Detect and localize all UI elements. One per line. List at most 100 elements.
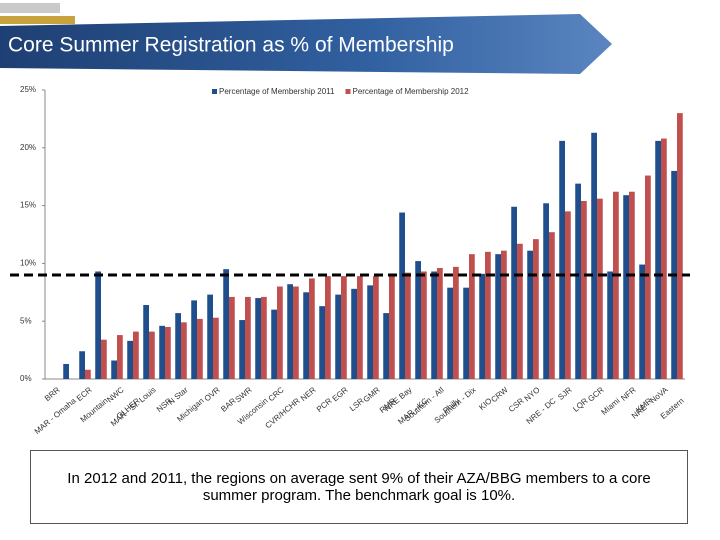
- y-tick-label: 20%: [20, 143, 36, 152]
- bar: [639, 264, 645, 379]
- x-tick-label: NYO: [523, 385, 542, 403]
- bar: [117, 335, 123, 379]
- bar: [277, 286, 283, 379]
- bar: [85, 369, 91, 379]
- bar: [575, 183, 581, 379]
- bar: [213, 317, 219, 379]
- x-tick-label: OVR: [203, 385, 222, 403]
- x-tick-label: PCR: [315, 396, 334, 414]
- bar: [325, 276, 331, 379]
- x-tick-label: MAR - Omaha: [33, 396, 78, 436]
- bar: [261, 296, 267, 379]
- bar: [661, 138, 667, 379]
- bar: [437, 268, 443, 379]
- bar: [191, 300, 197, 379]
- x-tick-label: GCR: [586, 385, 606, 403]
- bar: [101, 339, 107, 379]
- bar: [63, 363, 69, 379]
- tab: [0, 16, 75, 24]
- x-tick-label: N Star: [166, 385, 189, 407]
- y-tick-label: 10%: [20, 259, 36, 268]
- bar: [623, 195, 629, 379]
- y-tick-label: 0%: [20, 374, 32, 383]
- bar: [591, 132, 597, 379]
- bar: [495, 254, 501, 379]
- bar: [95, 271, 101, 379]
- bar: [255, 298, 261, 379]
- bar: [341, 276, 347, 379]
- tab: [0, 3, 60, 13]
- bar: [245, 296, 251, 379]
- x-tick-label: NFR: [619, 385, 638, 403]
- annotation: In 2012 and 2011, the regions on average…: [30, 450, 688, 524]
- bar: [447, 287, 453, 379]
- bar: [319, 306, 325, 379]
- bar: [165, 326, 171, 379]
- x-tick-label: CRC: [267, 385, 286, 403]
- x-tick-label: SWR: [234, 385, 254, 404]
- bar: [79, 351, 85, 379]
- bar: [309, 278, 315, 379]
- bar: [469, 254, 475, 379]
- bar: [511, 206, 517, 379]
- bar: [431, 271, 437, 379]
- bar: [197, 318, 203, 379]
- bar: [367, 285, 373, 379]
- x-tick-label: NWC: [105, 385, 126, 404]
- bar: [287, 284, 293, 379]
- x-tick-label: CSR: [507, 396, 526, 414]
- bar: [293, 286, 299, 379]
- bar: [629, 191, 635, 379]
- x-tick-label: Eastern: [659, 396, 686, 421]
- bar: [655, 140, 661, 379]
- legend-label: Percentage of Membership 2012: [352, 87, 469, 96]
- bar: [421, 271, 427, 379]
- x-tick-label: SJR: [556, 385, 574, 402]
- bar: [133, 331, 139, 379]
- bar: [527, 250, 533, 379]
- x-tick-label: EGR: [331, 385, 350, 403]
- x-tick-label: BRR: [43, 385, 62, 403]
- bar: [383, 313, 389, 379]
- bar: [597, 198, 603, 379]
- bar: [677, 113, 683, 380]
- bar: [533, 239, 539, 379]
- bar: [175, 313, 181, 379]
- y-tick-label: 15%: [20, 201, 36, 210]
- bar: [501, 250, 507, 379]
- bar: [229, 296, 235, 379]
- bar: [373, 276, 379, 379]
- y-tick-label: 5%: [20, 316, 32, 325]
- title-banner: [0, 14, 612, 74]
- bar: [389, 274, 395, 379]
- bar: [485, 251, 491, 379]
- bar: [181, 322, 187, 379]
- bar: [159, 325, 165, 379]
- bar: [645, 175, 651, 379]
- bar: [581, 200, 587, 379]
- y-tick-label: 25%: [20, 85, 36, 94]
- bar: [613, 191, 619, 379]
- legend-label: Percentage of Membership 2011: [219, 87, 335, 96]
- x-tick-label: Michigan: [175, 396, 205, 423]
- bar: [143, 305, 149, 379]
- bar: [607, 271, 613, 379]
- bar: [223, 269, 229, 379]
- bar: [303, 292, 309, 379]
- bar: [351, 288, 357, 379]
- bar: [239, 320, 245, 379]
- x-tick-label: NER: [299, 385, 318, 403]
- x-tick-label: CRW: [489, 385, 510, 404]
- bar: [149, 331, 155, 379]
- bar: [415, 261, 421, 379]
- x-tick-label: CVR/HCHR: [264, 396, 302, 430]
- legend-swatch: [212, 89, 217, 94]
- bar: [405, 272, 411, 379]
- bar: [543, 203, 549, 379]
- bar: [463, 287, 469, 379]
- bar: [111, 360, 117, 379]
- bar: [565, 211, 571, 379]
- bar: [479, 273, 485, 379]
